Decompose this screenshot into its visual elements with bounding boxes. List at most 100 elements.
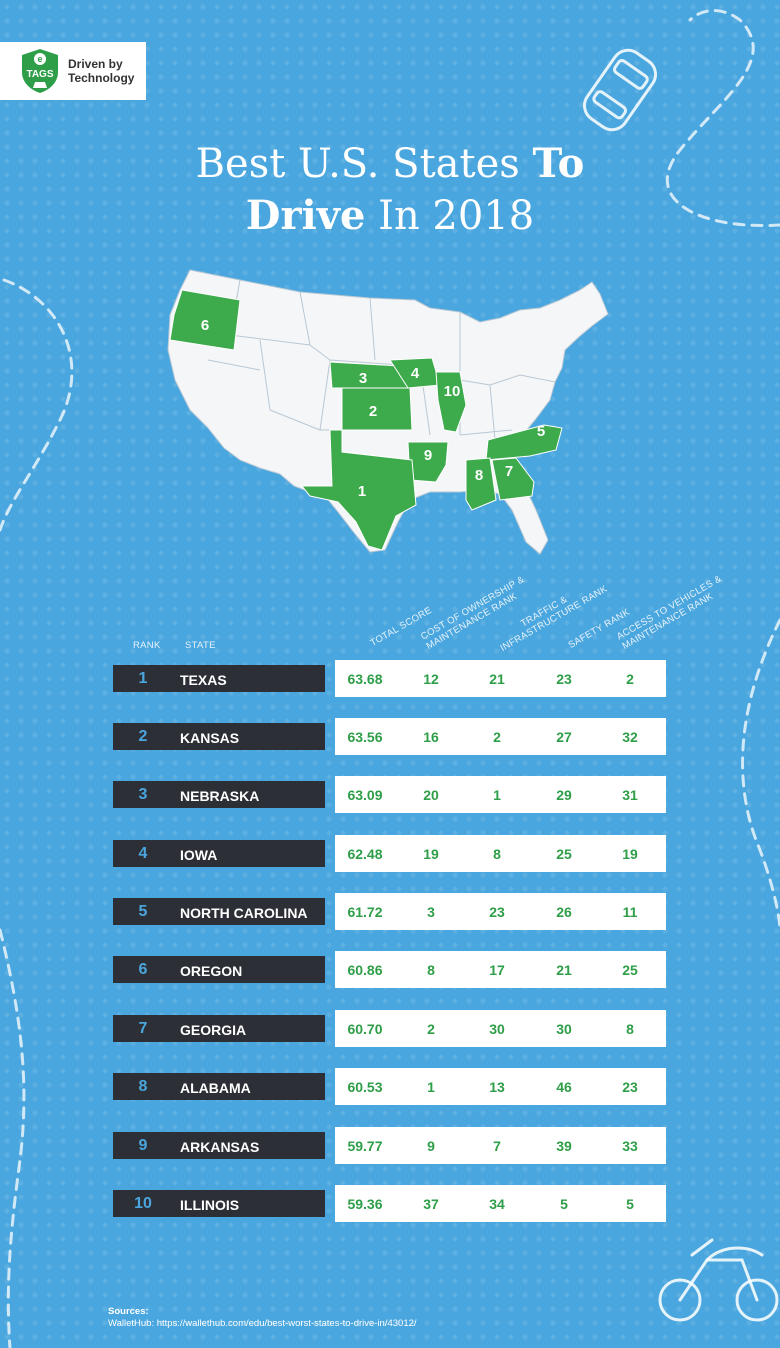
map-rank-label: 8 bbox=[475, 467, 483, 484]
cell-cost: 3 bbox=[427, 904, 435, 920]
map-rank-label: 2 bbox=[369, 403, 377, 420]
table-row: 3 NEBRASKA 63.09 20 1 29 31 bbox=[113, 776, 666, 813]
cell-safety: 23 bbox=[556, 671, 572, 687]
score-cells: 63.09 20 1 29 31 bbox=[335, 776, 666, 813]
cell-total: 61.72 bbox=[347, 904, 383, 920]
cell-total: 62.48 bbox=[347, 846, 383, 862]
map-state-oregon bbox=[169, 289, 241, 351]
header-rank: RANK bbox=[133, 640, 161, 651]
table-row: 9 ARKANSAS 59.77 9 7 39 33 bbox=[113, 1127, 666, 1164]
table-row: 7 GEORGIA 60.70 2 30 30 8 bbox=[113, 1010, 666, 1047]
map-rank-label: 3 bbox=[359, 370, 367, 387]
cell-cost: 37 bbox=[423, 1196, 439, 1212]
cell-safety: 26 bbox=[556, 904, 572, 920]
cell-access: 5 bbox=[626, 1196, 634, 1212]
score-cells: 59.77 9 7 39 33 bbox=[335, 1127, 666, 1164]
map-label-layer: 6 3 4 10 2 5 9 8 7 1 bbox=[201, 317, 545, 500]
map-rank-label: 7 bbox=[505, 463, 513, 480]
cell-safety: 25 bbox=[556, 846, 572, 862]
map-rank-label: 6 bbox=[201, 317, 209, 334]
title-line2-bold: Drive bbox=[245, 192, 366, 239]
score-cells: 62.48 19 8 25 19 bbox=[335, 835, 666, 872]
cell-access: 33 bbox=[622, 1138, 638, 1154]
state-name: ALABAMA bbox=[180, 1080, 251, 1096]
score-cells: 61.72 3 23 26 11 bbox=[335, 893, 666, 930]
cell-cost: 2 bbox=[427, 1021, 435, 1037]
cell-total: 60.70 bbox=[347, 1021, 383, 1037]
rank-number: 9 bbox=[138, 1137, 148, 1154]
cell-traffic: 7 bbox=[493, 1138, 501, 1154]
table-row: 4 IOWA 62.48 19 8 25 19 bbox=[113, 835, 666, 872]
map-state-kansas bbox=[341, 387, 413, 431]
cell-cost: 12 bbox=[423, 671, 439, 687]
cell-cost: 1 bbox=[427, 1079, 435, 1095]
state-label-bar: 2 KANSAS bbox=[113, 723, 325, 750]
cell-access: 32 bbox=[622, 729, 638, 745]
cell-safety: 5 bbox=[560, 1196, 568, 1212]
shield-icon: e TAGS bbox=[22, 49, 58, 93]
score-cells: 59.36 37 34 5 5 bbox=[335, 1185, 666, 1222]
brand-logo[interactable]: e TAGS Driven by Technology bbox=[0, 42, 146, 100]
rank-number: 4 bbox=[138, 845, 148, 862]
cell-traffic: 8 bbox=[493, 846, 501, 862]
sources-note: Sources: WalletHub: https://wallethub.co… bbox=[108, 1306, 417, 1330]
cell-traffic: 30 bbox=[489, 1021, 505, 1037]
page-title-line2: Drive In 2018 bbox=[0, 192, 780, 239]
score-cells: 63.68 12 21 23 2 bbox=[335, 660, 666, 697]
table-row: 8 ALABAMA 60.53 1 13 46 23 bbox=[113, 1068, 666, 1105]
map-rank-label: 9 bbox=[424, 447, 432, 464]
state-name: TEXAS bbox=[180, 672, 227, 688]
rank-number: 3 bbox=[138, 786, 148, 803]
score-cells: 63.56 16 2 27 32 bbox=[335, 718, 666, 755]
cell-safety: 30 bbox=[556, 1021, 572, 1037]
state-label-bar: 6 OREGON bbox=[113, 956, 325, 983]
cell-traffic: 17 bbox=[489, 962, 505, 978]
cell-cost: 19 bbox=[423, 846, 439, 862]
header-state: STATE bbox=[185, 640, 216, 651]
state-name: ILLINOIS bbox=[180, 1197, 240, 1213]
state-name: KANSAS bbox=[180, 730, 240, 746]
cell-total: 59.36 bbox=[347, 1196, 383, 1212]
table-row: 1 TEXAS 63.68 12 21 23 2 bbox=[113, 660, 666, 697]
car-icon bbox=[583, 48, 657, 132]
state-name: NEBRASKA bbox=[180, 788, 260, 804]
cell-access: 19 bbox=[622, 846, 638, 862]
cell-traffic: 2 bbox=[493, 729, 501, 745]
cell-safety: 46 bbox=[556, 1079, 572, 1095]
header-access-line1: ACCESS TO VEHICLES & bbox=[615, 573, 724, 643]
cell-access: 25 bbox=[622, 962, 638, 978]
state-label-bar: 4 IOWA bbox=[113, 840, 325, 867]
state-name: GEORGIA bbox=[180, 1022, 247, 1038]
map-highlight-layer bbox=[169, 289, 563, 551]
state-label-bar: 10 ILLINOIS bbox=[113, 1190, 325, 1217]
state-name: ARKANSAS bbox=[180, 1139, 260, 1155]
state-name: OREGON bbox=[180, 963, 243, 979]
state-name: NORTH CAROLINA bbox=[180, 905, 308, 921]
cell-total: 63.56 bbox=[347, 729, 383, 745]
cell-access: 23 bbox=[622, 1079, 638, 1095]
rank-number: 2 bbox=[138, 728, 148, 745]
table-row: 10 ILLINOIS 59.36 37 34 5 5 bbox=[113, 1185, 666, 1222]
rank-number: 8 bbox=[138, 1078, 148, 1095]
logo-badge-text: TAGS bbox=[26, 69, 53, 80]
state-label-bar: 9 ARKANSAS bbox=[113, 1132, 325, 1159]
header-access: ACCESS TO VEHICLES & MAINTENANCE RANK bbox=[615, 573, 729, 652]
cell-safety: 21 bbox=[556, 962, 572, 978]
state-label-bar: 1 TEXAS bbox=[113, 665, 325, 692]
cell-traffic: 23 bbox=[489, 904, 505, 920]
cell-traffic: 1 bbox=[493, 787, 501, 803]
cell-total: 59.77 bbox=[347, 1138, 383, 1154]
table-row: 5 NORTH CAROLINA 61.72 3 23 26 11 bbox=[113, 893, 666, 930]
state-label-bar: 7 GEORGIA bbox=[113, 1015, 325, 1042]
sources-label: Sources: bbox=[108, 1306, 149, 1317]
header-access-line2: MAINTENANCE RANK bbox=[620, 590, 716, 652]
title-line1-normal: Best U.S. States bbox=[195, 141, 533, 187]
title-line1-bold: To bbox=[532, 140, 585, 187]
cell-traffic: 34 bbox=[489, 1196, 505, 1212]
cell-total: 60.53 bbox=[347, 1079, 383, 1095]
score-cells: 60.70 2 30 30 8 bbox=[335, 1010, 666, 1047]
cell-cost: 9 bbox=[427, 1138, 435, 1154]
map-state-texas bbox=[300, 429, 417, 551]
rank-number: 6 bbox=[138, 961, 148, 978]
cell-access: 2 bbox=[626, 671, 634, 687]
